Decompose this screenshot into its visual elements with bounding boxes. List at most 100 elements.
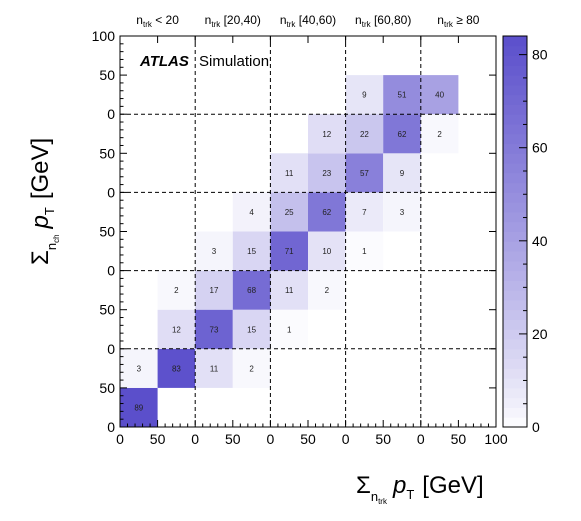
column-header-suffix: < 20 (152, 13, 179, 27)
colorbar-step (503, 270, 527, 281)
heatmap-cell (120, 348, 158, 388)
heatmap-cell (270, 192, 308, 232)
colorbar-step (503, 260, 527, 272)
x-tick-label: 50 (375, 431, 391, 447)
cell-value-label: 89 (134, 403, 143, 412)
colorbar-step (503, 378, 527, 389)
colorbar-step (503, 202, 527, 213)
x-tick-label: 100 (484, 431, 508, 447)
heatmap-cell (195, 270, 233, 310)
heatmap-cell (157, 348, 196, 388)
x-axis-sub2: trk (378, 497, 388, 506)
x-tick-label: 50 (451, 431, 467, 447)
column-header-base: n (280, 13, 287, 27)
y-tick-label: 50 (99, 380, 115, 396)
heatmap-cell (345, 75, 384, 115)
heatmap-cell (232, 309, 271, 349)
colorbar-frame (502, 35, 528, 428)
cell-value-label: 17 (210, 286, 219, 295)
y-tick-label: 0 (107, 184, 115, 200)
colorbar-step (503, 387, 527, 399)
cell-value-label: 11 (285, 286, 294, 295)
cell-value-label: 4 (249, 208, 254, 217)
column-header-sub: trk (143, 20, 153, 29)
heatmap-cell (232, 348, 271, 388)
heatmap-cell (157, 309, 196, 349)
colorbar-step (503, 192, 527, 203)
x-tick-label: 0 (417, 431, 425, 447)
column-header-base: n (205, 13, 212, 27)
colorbar-step (503, 84, 527, 96)
y-axis-sigma: Σ (27, 250, 54, 265)
colorbar-tick-label: 20 (532, 326, 548, 342)
y-tick-label: 50 (99, 224, 115, 240)
column-headers: ntrk < 20 ntrk [20,40) ntrk [40,60) ntrk [6… (136, 13, 480, 29)
cell-value-label: 71 (285, 247, 294, 256)
heatmap-cell (345, 192, 384, 232)
x-axis-sigma: Σ (356, 472, 371, 499)
x-tick-label: 50 (300, 431, 316, 447)
colorbar-step (503, 123, 527, 135)
x-axis-sub1: n (371, 489, 378, 504)
heatmap-cell (420, 114, 459, 154)
colorbar-tick-label: 60 (532, 140, 548, 156)
heatmap-cell (345, 231, 384, 271)
cell-value-label: 11 (210, 364, 219, 373)
column-header-sub: trk (362, 20, 372, 29)
y-tick-label: 0 (107, 341, 115, 357)
colorbar-step (503, 241, 527, 252)
y-tick-label: 0 (107, 419, 115, 435)
cell-value-label: 62 (322, 208, 331, 217)
column-header-base: n (355, 13, 362, 27)
x-tick-label: 0 (116, 431, 124, 447)
cell-value-label: 9 (400, 169, 405, 178)
cell-value-label: 2 (249, 364, 254, 373)
column-header-suffix: [40,60) (295, 13, 336, 27)
heatmap-cell (308, 270, 346, 310)
heatmap-cell (383, 114, 421, 154)
y-tick-label: 0 (107, 106, 115, 122)
panel-dividers (120, 36, 496, 427)
column-header-sub: trk (444, 20, 454, 29)
cell-value-label: 15 (247, 325, 256, 334)
cell-value-label: 10 (322, 247, 331, 256)
colorbar-tick-label: 0 (532, 419, 540, 435)
heatmap-cell (345, 114, 384, 154)
cell-value-label: 68 (247, 286, 256, 295)
experiment-name: ATLAS (139, 53, 189, 70)
heatmap-cell (270, 153, 308, 193)
colorbar-step (503, 348, 527, 360)
x-tick-label: 50 (150, 431, 166, 447)
heatmap-cell (383, 153, 421, 193)
heatmap-cell (120, 387, 158, 427)
heatmap-cell (270, 309, 308, 349)
x-axis-ticks: 0 50 0 50 0 50 0 50 0 50 100 (116, 36, 508, 447)
column-header-suffix: [20,40) (220, 13, 261, 27)
x-tick-label: 0 (191, 431, 199, 447)
cell-value-label: 3 (137, 364, 142, 373)
heatmap-cell (345, 153, 384, 193)
colorbar-step (503, 104, 527, 115)
y-tick-label: 50 (99, 302, 115, 318)
y-axis-sub1: n (44, 243, 59, 250)
cell-value-label: 25 (285, 208, 294, 217)
cell-value-label: 51 (398, 91, 407, 100)
cell-value-label: 15 (247, 247, 256, 256)
heatmap-cell (195, 348, 233, 388)
y-axis-sub2: ch (52, 234, 61, 242)
heatmap-cell (308, 192, 346, 232)
column-header-suffix: ≥ 80 (453, 13, 480, 27)
heatmap-cell (383, 192, 421, 232)
column-header: ntrk [60,80) (355, 13, 411, 29)
colorbar-step (503, 231, 527, 242)
colorbar-step (503, 55, 527, 66)
y-tick-label: 100 (92, 28, 116, 44)
cell-value-label: 11 (285, 169, 294, 178)
cell-value-label: 2 (325, 286, 330, 295)
y-axis-ticks: 0 50 0 50 0 50 0 50 0 50 100 (92, 28, 496, 435)
y-axis-var-sub: T (42, 207, 57, 215)
y-tick-label: 50 (99, 145, 115, 161)
colorbar-step (503, 163, 527, 174)
colorbar-step (503, 358, 527, 369)
colorbar-tick-label: 40 (532, 233, 548, 249)
